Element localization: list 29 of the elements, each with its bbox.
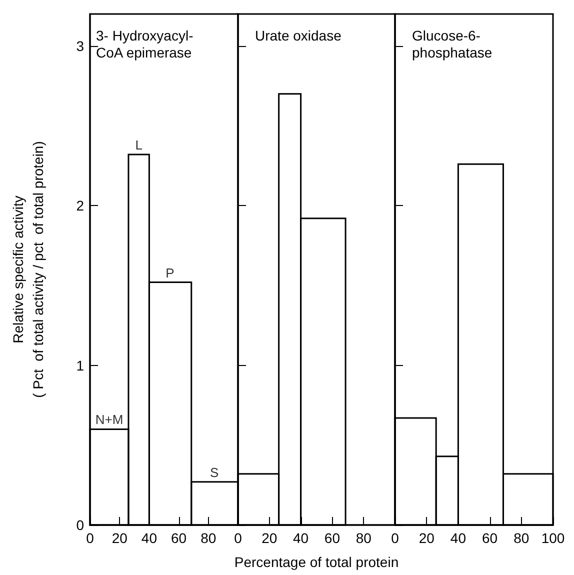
x-tick-label: 60 — [324, 530, 340, 546]
x-tick-label: 60 — [171, 530, 187, 546]
text: Urate oxidase — [255, 28, 342, 44]
x-tick-label: 20 — [262, 530, 278, 546]
annotation: L — [135, 138, 142, 153]
x-tick-label: 80 — [514, 530, 530, 546]
annotation: S — [210, 464, 219, 480]
x-tick-label: 80 — [356, 530, 372, 546]
y-tick-label: 0 — [76, 517, 84, 533]
x-tick-label: 40 — [293, 530, 309, 546]
x-tick-label: 20 — [418, 530, 435, 546]
text: 3- Hydroxyacyl- CoA epimerase — [96, 28, 194, 60]
x-tick-label: 20 — [112, 530, 128, 546]
x-tick-label: 40 — [141, 530, 158, 546]
text: Glucose-6- phosphatase — [412, 28, 492, 60]
x-tick-label: 0 — [391, 530, 400, 546]
x-tick-label: 0 — [86, 530, 94, 546]
y-tick-label: 2 — [76, 198, 84, 214]
y-tick-label: 3 — [76, 38, 84, 54]
x-tick-label: 100 — [541, 530, 565, 546]
y-tick-label: 1 — [76, 357, 84, 374]
x-tick-label: 60 — [482, 530, 498, 546]
annotation: P — [166, 265, 174, 280]
x-tick-label: 80 — [200, 530, 216, 546]
x-tick-label: 0 — [234, 530, 242, 546]
x-axis-title: Percentage of total protein — [234, 554, 399, 570]
x-tick-label: 40 — [450, 530, 466, 546]
y-axis-title: Relative specific activity ( Pct of total activity / pct of total protein) — [10, 141, 46, 398]
annotation: N+M — [95, 412, 124, 428]
